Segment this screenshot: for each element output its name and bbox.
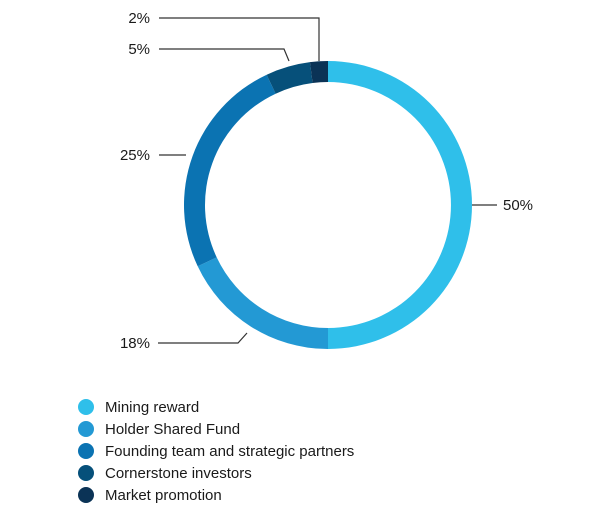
legend-label: Cornerstone investors [105, 464, 252, 482]
legend-item-founding-team-and-strategic-partners: Founding team and strategic partners [78, 440, 354, 462]
data-label-founding-team-and-strategic-partners: 25% [120, 147, 150, 164]
data-label-holder-shared-fund: 18% [120, 335, 150, 352]
leader-lines [158, 17, 497, 344]
slice-founding-team-and-strategic-partners [184, 74, 276, 267]
leader-line-market-promotion [159, 17, 320, 61]
slice-cornerstone-investors [266, 62, 313, 94]
slice-holder-shared-fund [197, 257, 328, 349]
data-label-market-promotion: 2% [128, 10, 150, 27]
legend-swatch-icon [78, 443, 94, 459]
legend-swatch-icon [78, 465, 94, 481]
legend-label: Founding team and strategic partners [105, 442, 355, 460]
legend-item-cornerstone-investors: Cornerstone investors [78, 462, 354, 484]
leader-line-holder-shared-fund [158, 332, 248, 344]
data-label-cornerstone-investors: 5% [128, 41, 150, 58]
leader-line-cornerstone-investors [159, 48, 290, 62]
legend: Mining reward Holder Shared Fund Founding … [78, 396, 354, 506]
slice-mining-reward [328, 61, 472, 349]
donut-slices [184, 61, 472, 349]
legend-item-holder-shared-fund: Holder Shared Fund [78, 418, 354, 440]
legend-label: Mining reward [105, 398, 200, 416]
percentage-labels: 50% 18% 25% 5% 2% [120, 10, 533, 352]
slice-market-promotion [309, 61, 328, 83]
legend-swatch-icon [78, 487, 94, 503]
data-label-mining-reward: 50% [503, 197, 533, 214]
legend-swatch-icon [78, 399, 94, 415]
legend-label: Holder Shared Fund [105, 420, 241, 438]
legend-item-mining-reward: Mining reward [78, 396, 354, 418]
legend-item-market-promotion: Market promotion [78, 484, 354, 506]
legend-swatch-icon [78, 421, 94, 437]
legend-label: Market promotion [105, 486, 222, 504]
